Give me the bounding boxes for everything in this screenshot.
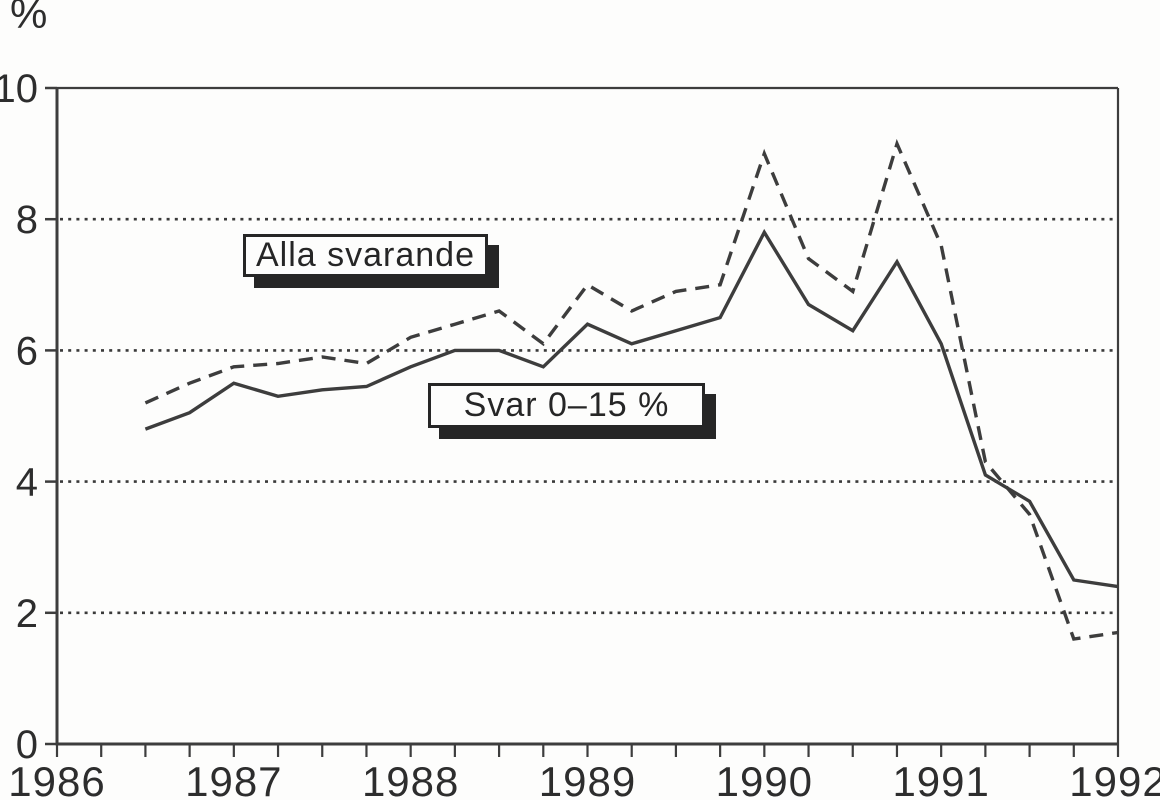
y-tick-label-8: 8 — [16, 198, 38, 242]
legend-label-alla-svarande: Alla svarande — [255, 236, 475, 274]
series-line-alla-svarande — [144, 138, 1119, 641]
legend-box-alla-svarande: Alla svarande — [243, 234, 488, 277]
y-tick-label-6: 6 — [16, 329, 38, 373]
x-tick-label-1992: 1992 — [1069, 758, 1160, 800]
x-tick-label-1990: 1990 — [716, 758, 813, 800]
y-tick-label-10: 10 — [0, 67, 38, 111]
x-tick-label-1988: 1988 — [362, 758, 459, 800]
x-tick-label-1986: 1986 — [8, 758, 105, 800]
y-tick-label-2: 2 — [16, 592, 38, 636]
x-tick-label-1989: 1989 — [539, 758, 636, 800]
y-tick-label-0: 0 — [16, 723, 38, 767]
legend-box-svar-0-15: Svar 0–15 % — [428, 383, 705, 428]
x-tick-label-1987: 1987 — [185, 758, 282, 800]
y-axis-unit-label: % — [10, 0, 49, 37]
y-tick-label-4: 4 — [16, 461, 38, 505]
series-line-svar-0-15 — [144, 228, 1119, 589]
legend-label-svar-0-15: Svar 0–15 % — [463, 386, 670, 424]
x-tick-label-1991: 1991 — [892, 758, 989, 800]
